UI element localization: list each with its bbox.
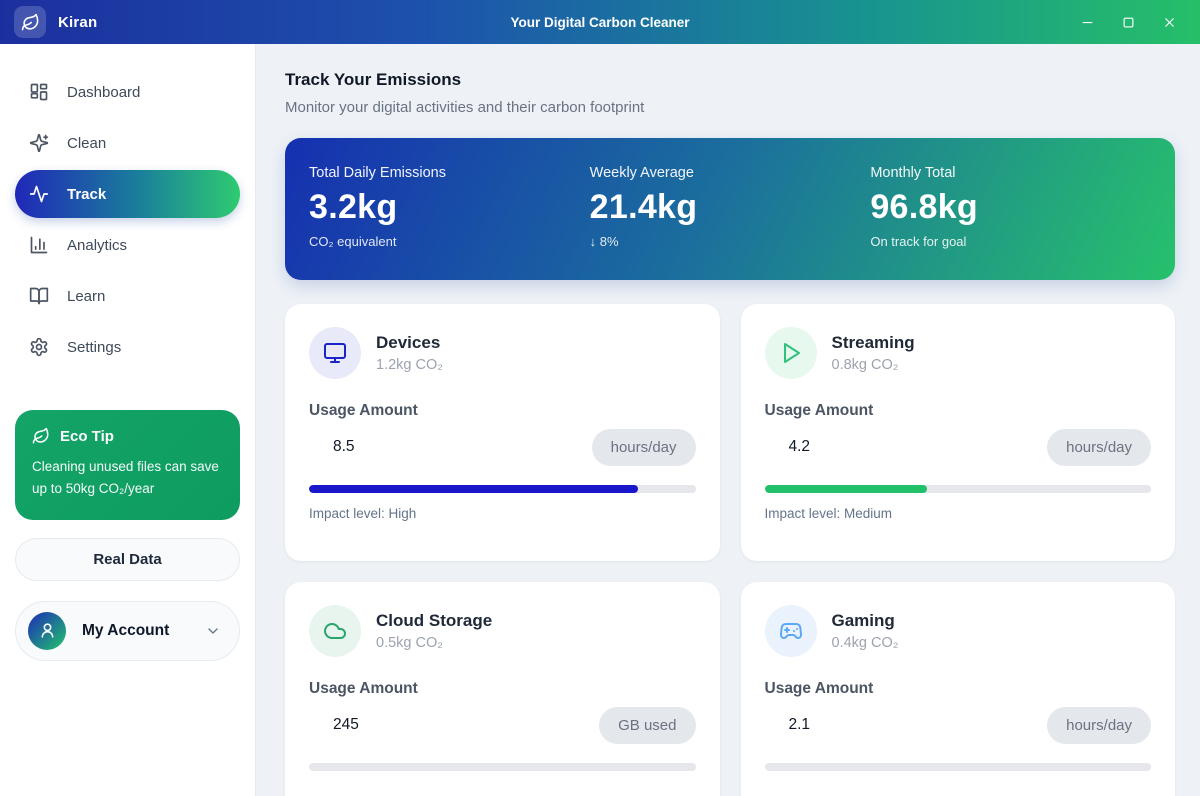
- window-title: Your Digital Carbon Cleaner: [0, 15, 1200, 30]
- sparkles-icon: [29, 133, 49, 153]
- stat-label: Total Daily Emissions: [309, 165, 590, 181]
- unit-badge: hours/day: [1047, 429, 1151, 466]
- cloud-storage-card: Cloud Storage 0.5kg CO₂ Usage Amount GB …: [285, 582, 720, 796]
- emissions-summary-banner: Total Daily Emissions 3.2kg CO₂ equivale…: [285, 138, 1175, 280]
- card-title: Cloud Storage: [376, 611, 492, 631]
- minimize-button[interactable]: [1067, 5, 1108, 39]
- stat-sub: ↓ 8%: [590, 234, 871, 249]
- usage-input[interactable]: [765, 706, 885, 744]
- avatar: [28, 612, 66, 650]
- usage-amount-label: Usage Amount: [309, 402, 696, 420]
- stat-label: Monthly Total: [870, 165, 1151, 181]
- sidebar-item-clean[interactable]: Clean: [15, 119, 240, 167]
- stat-value: 21.4kg: [590, 188, 871, 227]
- usage-input[interactable]: [765, 428, 885, 466]
- cloud-icon: [309, 605, 361, 657]
- dashboard-grid-icon: [29, 82, 49, 102]
- stat-monthly: Monthly Total 96.8kg On track for goal: [870, 165, 1151, 253]
- activity-icon: [29, 184, 49, 204]
- eco-tip-text: Cleaning unused files can save up to 50k…: [32, 456, 223, 501]
- monitor-icon: [309, 327, 361, 379]
- eco-tip-title: Eco Tip: [60, 428, 114, 445]
- page-title: Track Your Emissions: [285, 70, 1175, 90]
- card-title: Devices: [376, 333, 443, 353]
- my-account-menu[interactable]: My Account: [15, 601, 240, 661]
- page-subtitle: Monitor your digital activities and thei…: [285, 99, 1175, 116]
- book-open-icon: [29, 286, 49, 306]
- devices-card: Devices 1.2kg CO₂ Usage Amount hours/day…: [285, 304, 720, 561]
- unit-badge: hours/day: [1047, 707, 1151, 744]
- eco-tip-card: Eco Tip Cleaning unused files can save u…: [15, 410, 240, 520]
- impact-progress-bar: [309, 485, 696, 493]
- sidebar-item-track[interactable]: Track: [15, 170, 240, 218]
- close-button[interactable]: [1149, 5, 1190, 39]
- main-content: Track Your Emissions Monitor your digita…: [256, 44, 1200, 796]
- sidebar-item-analytics[interactable]: Analytics: [15, 221, 240, 269]
- window-controls: [1067, 5, 1190, 39]
- bar-chart-icon: [29, 235, 49, 255]
- usage-amount-label: Usage Amount: [309, 680, 696, 698]
- account-label: My Account: [82, 622, 169, 640]
- sidebar: Dashboard Clean Track: [0, 44, 256, 796]
- sidebar-item-label: Dashboard: [67, 84, 140, 101]
- card-title: Gaming: [832, 611, 899, 631]
- maximize-button[interactable]: [1108, 5, 1149, 39]
- sidebar-item-label: Learn: [67, 288, 105, 305]
- sidebar-nav: Dashboard Clean Track: [15, 68, 240, 374]
- sidebar-item-label: Analytics: [67, 237, 127, 254]
- leaf-logo-icon: [14, 6, 46, 38]
- impact-level-text: Impact level: Medium: [765, 506, 1152, 521]
- unit-badge: GB used: [599, 707, 695, 744]
- unit-badge: hours/day: [592, 429, 696, 466]
- sidebar-item-label: Clean: [67, 135, 106, 152]
- gaming-card: Gaming 0.4kg CO₂ Usage Amount hours/day: [741, 582, 1176, 796]
- card-emission: 0.5kg CO₂: [376, 635, 492, 651]
- usage-input[interactable]: [309, 428, 429, 466]
- usage-input[interactable]: [309, 706, 429, 744]
- streaming-card: Streaming 0.8kg CO₂ Usage Amount hours/d…: [741, 304, 1176, 561]
- stat-weekly: Weekly Average 21.4kg ↓ 8%: [590, 165, 871, 253]
- stat-label: Weekly Average: [590, 165, 871, 181]
- stat-sub: CO₂ equivalent: [309, 234, 590, 249]
- stat-daily: Total Daily Emissions 3.2kg CO₂ equivale…: [309, 165, 590, 253]
- sidebar-item-learn[interactable]: Learn: [15, 272, 240, 320]
- gamepad-icon: [765, 605, 817, 657]
- real-data-button[interactable]: Real Data: [15, 538, 240, 581]
- card-emission: 0.4kg CO₂: [832, 635, 899, 651]
- sidebar-item-settings[interactable]: Settings: [15, 323, 240, 371]
- card-title: Streaming: [832, 333, 915, 353]
- stat-value: 3.2kg: [309, 188, 590, 227]
- progress-fill: [765, 485, 927, 493]
- usage-amount-label: Usage Amount: [765, 680, 1152, 698]
- stat-value: 96.8kg: [870, 188, 1151, 227]
- gear-icon: [29, 337, 49, 357]
- card-emission: 0.8kg CO₂: [832, 357, 915, 373]
- sidebar-item-dashboard[interactable]: Dashboard: [15, 68, 240, 116]
- impact-progress-bar: [765, 763, 1152, 771]
- titlebar: Kiran Your Digital Carbon Cleaner: [0, 0, 1200, 44]
- app-name: Kiran: [58, 14, 97, 31]
- impact-progress-bar: [765, 485, 1152, 493]
- stat-sub: On track for goal: [870, 234, 1151, 249]
- card-emission: 1.2kg CO₂: [376, 357, 443, 373]
- activity-cards: Devices 1.2kg CO₂ Usage Amount hours/day…: [285, 304, 1175, 796]
- sidebar-item-label: Settings: [67, 339, 121, 356]
- impact-level-text: Impact level: High: [309, 506, 696, 521]
- usage-amount-label: Usage Amount: [765, 402, 1152, 420]
- impact-progress-bar: [309, 763, 696, 771]
- chevron-down-icon: [205, 623, 221, 639]
- play-icon: [765, 327, 817, 379]
- app-brand: Kiran: [14, 6, 97, 38]
- sidebar-item-label: Track: [67, 186, 106, 203]
- progress-fill: [309, 485, 638, 493]
- leaf-icon: [32, 427, 50, 445]
